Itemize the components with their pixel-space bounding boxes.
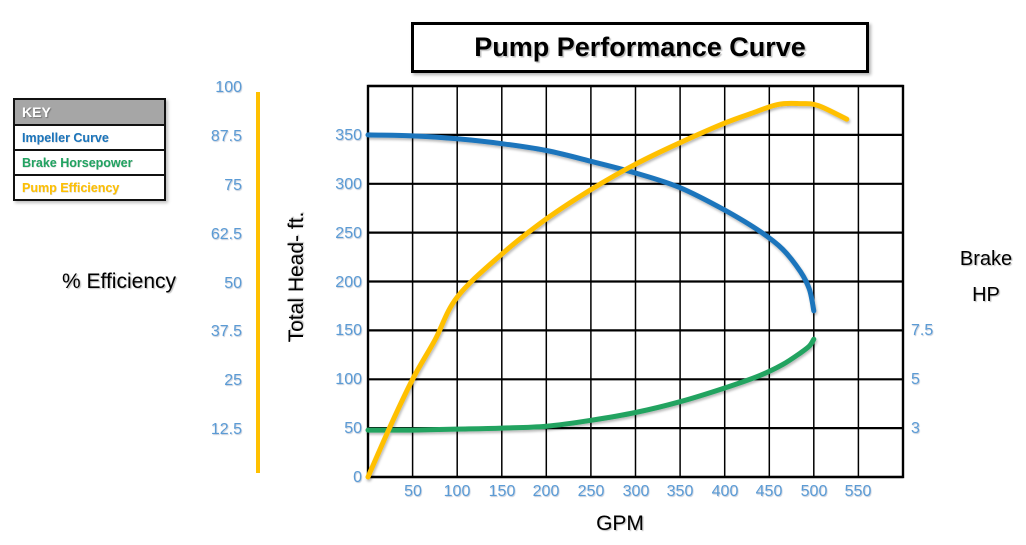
efficiency-tick-label: 87.5	[210, 128, 242, 145]
head-tick-label: 300	[335, 176, 362, 193]
hp-axis-title: Brake HP	[948, 241, 1024, 313]
efficiency-axis-line	[256, 92, 260, 473]
gpm-tick-label: 350	[666, 483, 694, 500]
gpm-axis-title: GPM	[596, 512, 644, 535]
efficiency-tick-label: 62.5	[210, 226, 242, 243]
legend-item-impeller-curve: Impeller Curve	[15, 124, 164, 149]
gpm-tick-label: 150	[488, 483, 516, 500]
hp-tick-label: 7.5	[911, 322, 934, 339]
gpm-tick-label: 50	[404, 483, 422, 500]
head-tick-label: 150	[335, 322, 362, 339]
head-tick-label: 200	[335, 274, 362, 291]
efficiency-tick-label: 12.5	[210, 421, 242, 438]
legend-item-brake-horsepower: Brake Horsepower	[15, 149, 164, 174]
head-tick-label: 350	[335, 127, 362, 144]
brake-horsepower-series	[365, 336, 817, 433]
efficiency-tick-label: 75	[224, 177, 242, 194]
gpm-tick-label: 450	[755, 483, 783, 500]
head-tick-label: 100	[335, 371, 362, 388]
pump-efficiency-series	[365, 100, 850, 480]
legend-header: KEY	[15, 100, 164, 124]
hp-tick-label: 3	[911, 420, 920, 437]
efficiency-tick-label: 50	[224, 275, 242, 292]
efficiency-tick-label: 100	[215, 79, 242, 96]
efficiency-axis-title: % Efficiency	[62, 270, 176, 293]
legend-key-box: KEY Impeller Curve Brake Horsepower Pump E…	[13, 98, 166, 201]
head-tick-label: 50	[344, 420, 362, 437]
gpm-tick-label: 550	[844, 483, 872, 500]
chart-title-box: Pump Performance Curve	[411, 22, 869, 73]
hp-axis-title-line1: Brake	[959, 248, 1013, 270]
head-tick-label: 0	[353, 469, 362, 486]
gpm-tick-label: 400	[711, 483, 739, 500]
efficiency-tick-label: 25	[224, 372, 242, 389]
impeller-curve-series	[365, 132, 817, 314]
chart-title: Pump Performance Curve	[474, 32, 806, 62]
gpm-tick-label: 100	[443, 483, 471, 500]
hp-tick-label: 5	[911, 371, 920, 388]
legend-item-pump-efficiency: Pump Efficiency	[15, 174, 164, 199]
legend-rows: Impeller Curve Brake Horsepower Pump Effic…	[15, 124, 164, 199]
gpm-tick-label: 300	[622, 483, 650, 500]
gpm-tick-label: 250	[577, 483, 605, 500]
gpm-tick-label: 500	[800, 483, 828, 500]
gpm-tick-label: 200	[532, 483, 560, 500]
efficiency-tick-label: 37.5	[210, 323, 242, 340]
hp-axis-title-line2: HP	[972, 284, 1000, 306]
head-tick-label: 250	[335, 225, 362, 242]
